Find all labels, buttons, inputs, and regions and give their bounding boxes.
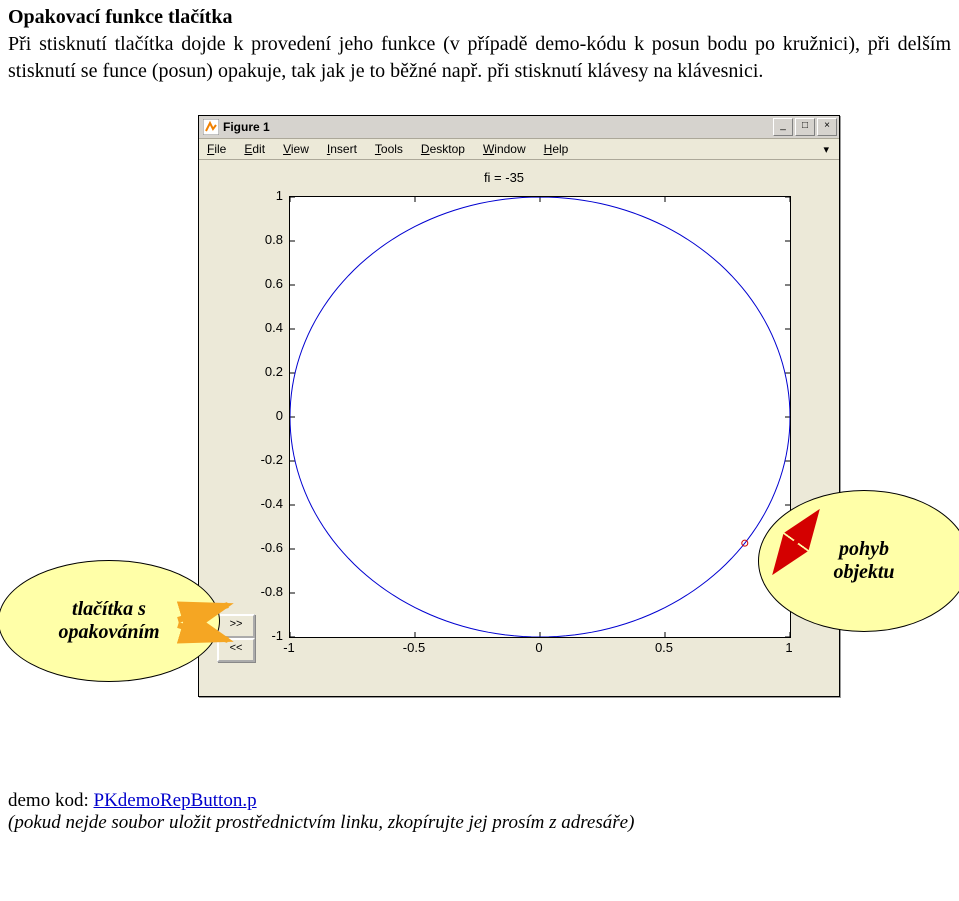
bubble-left-text: tlačítka sopakováním bbox=[58, 598, 159, 644]
menu-tools[interactable]: Tools bbox=[371, 140, 407, 158]
close-button[interactable]: × bbox=[817, 118, 837, 136]
y-tick-label: 0 bbox=[209, 408, 283, 423]
plot-area: fi = -35 -1-0.8-0.6-0.4-0.200.20.40.60.8… bbox=[209, 166, 829, 686]
menu-view[interactable]: View bbox=[279, 140, 313, 158]
x-tick-label: 0.5 bbox=[644, 640, 684, 655]
y-tick-label: 0.4 bbox=[209, 320, 283, 335]
figure-window: Figure 1 _ □ × File Edit View Insert Too… bbox=[198, 115, 840, 697]
y-tick-label: 0.8 bbox=[209, 232, 283, 247]
maximize-button[interactable]: □ bbox=[795, 118, 815, 136]
y-tick-label: -0.2 bbox=[209, 452, 283, 467]
window-titlebar: Figure 1 _ □ × bbox=[199, 116, 839, 139]
menu-desktop[interactable]: Desktop bbox=[417, 140, 469, 158]
footer-prefix: demo kod: bbox=[8, 790, 94, 811]
window-title: Figure 1 bbox=[223, 120, 773, 134]
section-heading: Opakovací funkce tlačítka bbox=[8, 6, 951, 29]
footer-note: (pokud nejde soubor uložit prostřednictv… bbox=[8, 812, 951, 834]
menu-insert[interactable]: Insert bbox=[323, 140, 361, 158]
y-tick-label: 1 bbox=[209, 188, 283, 203]
footer: demo kod: PKdemoRepButton.p (pokud nejde… bbox=[8, 790, 951, 834]
menu-edit[interactable]: Edit bbox=[240, 140, 269, 158]
y-tick-label: -0.6 bbox=[209, 540, 283, 555]
bubble-right-text: pohybobjektu bbox=[833, 538, 894, 584]
menu-bar: File Edit View Insert Tools Desktop Wind… bbox=[199, 139, 839, 160]
red-arrow-icon bbox=[766, 505, 836, 585]
minimize-button[interactable]: _ bbox=[773, 118, 793, 136]
axes-title: fi = -35 bbox=[209, 170, 799, 185]
x-tick-label: 1 bbox=[769, 640, 809, 655]
menu-file[interactable]: File bbox=[203, 140, 230, 158]
x-tick-label: -0.5 bbox=[394, 640, 434, 655]
menu-help[interactable]: Help bbox=[540, 140, 573, 158]
demo-link[interactable]: PKdemoRepButton.p bbox=[94, 790, 257, 811]
menu-chevron-icon[interactable]: ▾ bbox=[819, 141, 833, 158]
y-tick-label: -0.4 bbox=[209, 496, 283, 511]
y-tick-label: 0.6 bbox=[209, 276, 283, 291]
chart-axes bbox=[289, 196, 791, 638]
orange-arrow-icon bbox=[173, 585, 293, 665]
intro-paragraph: Při stisknutí tlačítka dojde k provedení… bbox=[8, 31, 951, 85]
y-tick-label: 0.2 bbox=[209, 364, 283, 379]
matlab-icon bbox=[203, 119, 219, 135]
figure-area: Figure 1 _ □ × File Edit View Insert Too… bbox=[8, 115, 951, 755]
x-tick-label: 0 bbox=[519, 640, 559, 655]
menu-window[interactable]: Window bbox=[479, 140, 530, 158]
